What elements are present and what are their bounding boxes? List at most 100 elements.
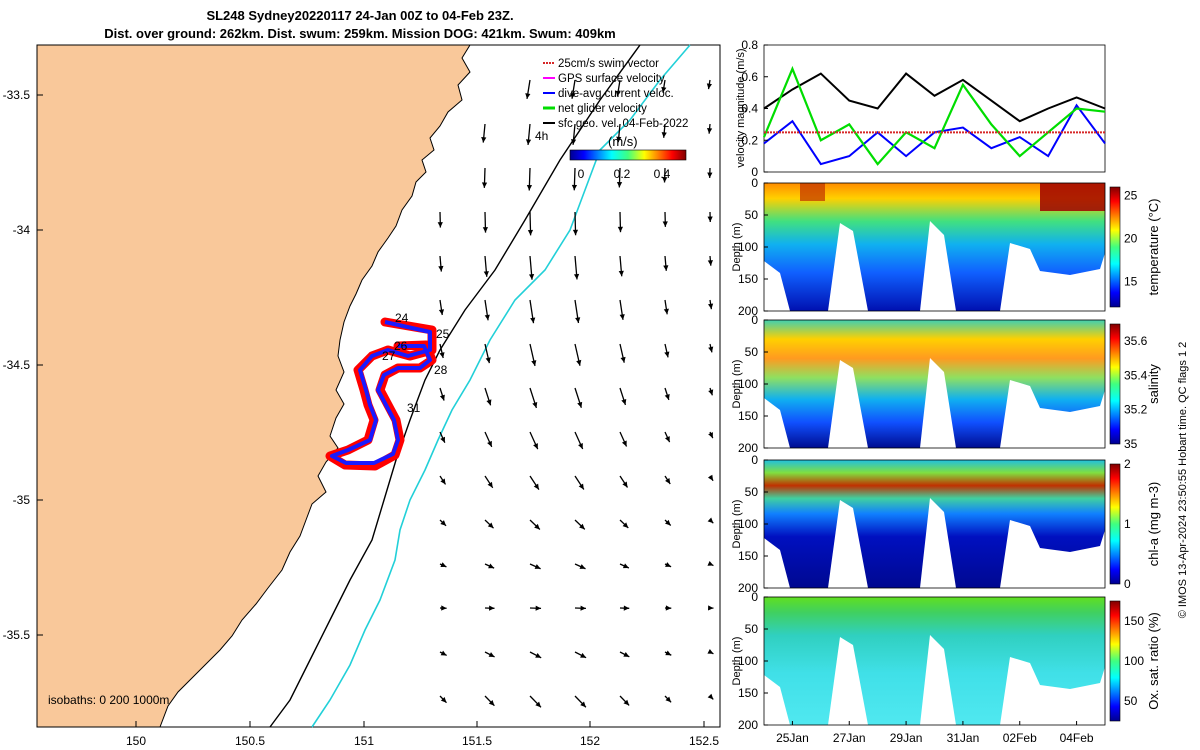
isobaths-label: isobaths: 0 200 1000m [48, 693, 169, 707]
current-arrow-head [661, 86, 667, 93]
depth-tick-label: 50 [745, 622, 759, 636]
velocity-frame [763, 44, 1106, 173]
current-arrow-head [534, 523, 540, 530]
figure-title-line1: SL248 Sydney20220117 24-Jan 00Z to 04-Fe… [206, 8, 514, 23]
depth-axis-label: Depth (m) [731, 360, 743, 409]
current-arrow-head [665, 605, 672, 611]
current-arrow-head [534, 564, 541, 569]
current-arrow-head [662, 177, 668, 183]
current-arrow-head [662, 221, 668, 227]
current-arrow-head [481, 182, 488, 188]
section-unsampled-area [828, 500, 868, 588]
depth-tick-label: 100 [738, 654, 758, 668]
current-arrow-head [665, 650, 672, 656]
map-colorbar-label: (m/s) [608, 134, 638, 149]
current-arrow-head [578, 483, 584, 490]
current-arrow-head [621, 440, 627, 447]
current-arrow-head [577, 401, 583, 408]
current-arrow-head [487, 481, 493, 488]
depth-axis-label: Depth (m) [731, 637, 743, 686]
colorbar-label: salinity [1146, 364, 1161, 404]
depth-tick-label: 200 [738, 581, 758, 595]
map-y-ticks: -33.5 -34 -34.5 -35 -35.5 [3, 88, 43, 642]
current-arrow-head [437, 222, 443, 228]
map-frame [36, 44, 721, 728]
map-x-tick-label: 151.5 [462, 734, 492, 748]
time-tick-label: 29Jan [890, 731, 923, 745]
velocity-series [762, 65, 1106, 166]
current-arrow-head [440, 478, 446, 485]
current-arrow-head [526, 184, 533, 191]
map-colorbar-tick: 0.2 [614, 167, 631, 181]
depth-tick-label: 200 [738, 441, 758, 455]
current-arrow-head [706, 83, 712, 90]
current-arrow-head [664, 436, 670, 443]
section-unsampled-area [764, 398, 790, 448]
current-arrow-head [527, 229, 534, 236]
current-arrow-head [486, 399, 492, 406]
section-unsampled-area [1000, 657, 1105, 725]
depth-tick-label: 50 [745, 345, 759, 359]
current-arrow-head [707, 648, 714, 654]
current-arrow-head [525, 139, 532, 145]
depth-tick-label: 0 [751, 313, 758, 327]
current-arrow-head [487, 522, 494, 529]
section-unsampled-area [764, 261, 790, 311]
depth-tick-label: 50 [745, 485, 759, 499]
current-arrow-head [438, 309, 445, 316]
section-panel-temperature: 0 50 100 150 200 Depth (m) 15 20 25 temperature (… [731, 176, 1161, 318]
current-arrow-head [579, 523, 585, 530]
colorbar-tick-label: 15 [1124, 274, 1138, 288]
map-legend: 25cm/s swim vector GPS surface velocity … [543, 58, 688, 130]
map-x-ticks: 150 150.5 151 151.5 152 152.5 [126, 721, 719, 748]
current-arrow-head [707, 517, 714, 524]
current-arrow-head [663, 308, 669, 315]
glider-track-blue [330, 320, 432, 465]
map-x-tick-label: 150 [126, 734, 146, 748]
day-label: 25 [436, 327, 450, 341]
colorbar-tick-label: 35.6 [1124, 334, 1148, 348]
current-arrow-head [616, 181, 623, 188]
velocity-panel: 0 0.2 0.4 0.6 0.8 velocity magnitude (m/s) [735, 38, 1106, 179]
current-arrow-head [707, 560, 714, 566]
current-arrow-head [708, 605, 714, 611]
legend-label-swim: 25cm/s swim vector [558, 58, 659, 70]
current-arrow-head [485, 357, 491, 364]
section-unsampled-area [1000, 520, 1105, 588]
current-arrow-head [481, 136, 487, 143]
map-x-tick-label: 150.5 [235, 734, 265, 748]
current-arrow-head [663, 265, 669, 271]
day-label: 26 [394, 339, 408, 353]
current-arrow-head [623, 605, 630, 611]
day-label: 24 [395, 311, 409, 325]
colorbar-label: temperature (°C) [1146, 199, 1161, 296]
velocity-series-line [763, 103, 1106, 166]
depth-tick-label: 0 [751, 590, 758, 604]
current-arrow-head [525, 93, 531, 99]
imos-side-note: © IMOS 13-Apr-2024 23:50:55 Hobart time.… [1177, 342, 1189, 619]
current-arrow-head [535, 701, 541, 708]
section-warm-patch [1040, 183, 1105, 211]
current-arrow-head [708, 432, 713, 439]
current-arrow-head [440, 697, 447, 703]
time-label: 4h [535, 129, 548, 143]
map-x-tick-label: 151 [354, 734, 374, 748]
time-tick-label: 25Jan [776, 731, 809, 745]
current-arrow-head [440, 436, 445, 443]
time-tick-label: 27Jan [833, 731, 866, 745]
velocity-series-line [763, 72, 1106, 123]
current-arrow-head [440, 520, 447, 526]
depth-tick-label: 100 [738, 240, 758, 254]
current-arrow-head [661, 132, 667, 138]
colorbar-tick-label: 20 [1124, 231, 1138, 245]
current-arrow-head [440, 650, 447, 656]
colorbar-tick-label: 25 [1124, 189, 1138, 203]
current-arrow-head [707, 172, 713, 178]
map-colorbar-tick: 0.4 [654, 167, 671, 181]
current-arrow-head [488, 700, 495, 706]
current-arrow-head [664, 394, 670, 400]
current-arrow-head [578, 442, 583, 449]
current-arrow-head [665, 478, 671, 484]
